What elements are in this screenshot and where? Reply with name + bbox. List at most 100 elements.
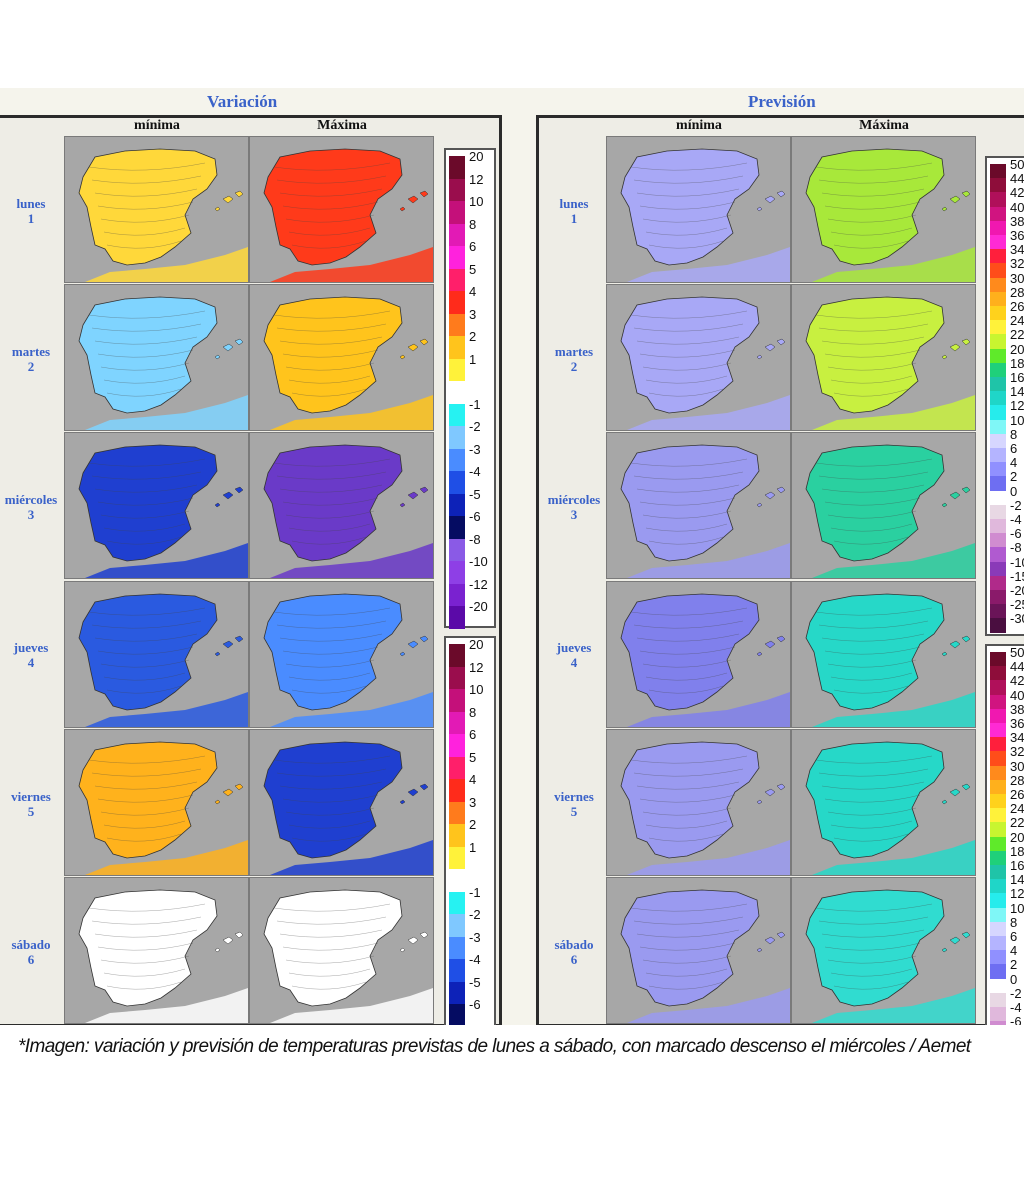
legend-label: 4: [1010, 943, 1018, 959]
legend-label: 3: [469, 306, 477, 322]
legend-swatch: [449, 358, 465, 381]
legend-swatch: [990, 680, 1006, 695]
legend-swatch: [990, 921, 1006, 936]
variacion-legend-top: 20 12 10 8 6 5 4 3 2 1 -1 -2 -3 -4 -5 -6 -8 -10 -12 -20: [444, 148, 496, 629]
prevision-minima-map-2: [606, 284, 791, 431]
legend-entry: -2: [987, 986, 1024, 1007]
legend-entry: 40: [987, 200, 1024, 221]
legend-label: 4: [469, 772, 477, 787]
legend-swatch: [449, 711, 465, 734]
variacion-day-5: viernes 5: [11, 789, 51, 819]
legend-entry: 26: [987, 299, 1024, 321]
legend-swatch: [990, 164, 1006, 179]
legend-swatch: [990, 992, 1006, 1007]
legend-entry: 18: [987, 356, 1024, 377]
legend-entry: -2: [987, 498, 1024, 519]
legend-entry: -30: [987, 611, 1024, 633]
legend-label: 26: [1010, 299, 1024, 314]
prevision-day-2: martes 2: [554, 344, 594, 374]
legend-label: 50: [1010, 645, 1024, 660]
legend-entry: 2: [446, 329, 494, 359]
legend-entry: 4: [987, 455, 1024, 477]
legend-swatch: [990, 291, 1006, 306]
legend-label: -2: [469, 907, 481, 922]
legend-swatch: [990, 950, 1006, 965]
legend-entry: 36: [987, 228, 1024, 250]
legend-swatch: [449, 516, 465, 539]
legend-swatch: [990, 178, 1006, 193]
prevision-maxima-map-3: [791, 432, 976, 579]
legend-entry: 1: [446, 840, 494, 869]
legend-label: -12: [469, 576, 488, 592]
legend-label: 4: [1010, 455, 1018, 471]
legend-entry: 34: [987, 242, 1024, 264]
prevision-minima-map-5: [606, 729, 791, 876]
legend-label: 6: [469, 727, 477, 742]
legend-entry: -2: [446, 419, 494, 449]
legend-label: 32: [1010, 744, 1024, 760]
legend-swatch: [990, 779, 1006, 794]
prevision-maxima-map-4: [791, 581, 976, 728]
legend-swatch: [449, 268, 465, 291]
legend-entry: 4: [987, 943, 1024, 965]
legend-entry: -5: [446, 487, 494, 516]
legend-swatch: [990, 235, 1006, 250]
legend-entry: 8: [446, 217, 494, 246]
legend-label: 36: [1010, 228, 1024, 243]
legend-swatch: [990, 405, 1006, 420]
legend-label: -4: [1010, 512, 1022, 527]
legend-swatch: [449, 583, 465, 606]
variacion-minima-map-5: [64, 729, 249, 876]
legend-label: 10: [1010, 900, 1024, 916]
variacion-maxima-map-4: [249, 581, 434, 728]
legend-entry: -8: [987, 540, 1024, 562]
legend-entry: 10: [446, 194, 494, 224]
prevision-col-minima: mínima: [676, 118, 722, 133]
prevision-legend-bottom: 50 44 42 40 38 36 34 32 30 28 26 24 22 20 18 16 14 12 10 8 6…: [985, 644, 1024, 1025]
legend-entry: 2: [987, 957, 1024, 979]
prevision-minima-map-3: [606, 432, 791, 579]
legend-label: 34: [1010, 730, 1024, 746]
legend-label: 18: [1010, 355, 1024, 371]
legend-swatch: [449, 493, 465, 516]
legend-swatch: [449, 1004, 465, 1025]
legend-swatch: [449, 223, 465, 246]
legend-label: 8: [469, 704, 477, 720]
legend-label: 12: [469, 659, 484, 675]
legend-swatch: [449, 779, 465, 802]
legend-swatch: [990, 590, 1006, 605]
variacion-minima-map-1: [64, 136, 249, 283]
legend-swatch: [990, 504, 1006, 519]
prevision-legend-top: 50 44 42 40 38 36 34 32 30 28 26 24 22 20 18 16 14 12 10 8 6…: [985, 156, 1024, 636]
legend-swatch: [990, 192, 1006, 207]
legend-swatch: [990, 575, 1006, 590]
legend-entry: [446, 381, 494, 404]
legend-label: -30: [1010, 611, 1024, 627]
legend-entry: -4: [446, 952, 494, 982]
legend-entry: 12: [987, 886, 1024, 908]
legend-entry: -1: [446, 397, 494, 426]
legend-entry: 5: [446, 750, 494, 779]
legend-swatch: [990, 1021, 1006, 1025]
legend-entry: 12: [987, 398, 1024, 420]
legend-label: 32: [1010, 256, 1024, 272]
prevision-day-3: miércoles 3: [547, 492, 601, 522]
legend-label: 40: [1010, 199, 1024, 215]
legend-swatch: [449, 426, 465, 449]
legend-label: -10: [469, 554, 488, 569]
legend-swatch: [990, 206, 1006, 221]
legend-entry: 2: [987, 469, 1024, 491]
legend-label: 38: [1010, 701, 1024, 717]
legend-swatch: [990, 751, 1006, 766]
legend-swatch: [990, 362, 1006, 377]
legend-entry: -20: [446, 599, 494, 629]
legend-swatch: [990, 893, 1006, 908]
legend-swatch: [990, 490, 1006, 505]
legend-label: 20: [1010, 829, 1024, 845]
legend-label: 34: [1010, 242, 1024, 258]
legend-label: 2: [1010, 957, 1018, 973]
legend-entry: -20: [987, 583, 1024, 605]
prevision-day-4: jueves 4: [556, 640, 592, 670]
prevision-day-5: viernes 5: [554, 789, 594, 819]
legend-swatch: [449, 824, 465, 847]
